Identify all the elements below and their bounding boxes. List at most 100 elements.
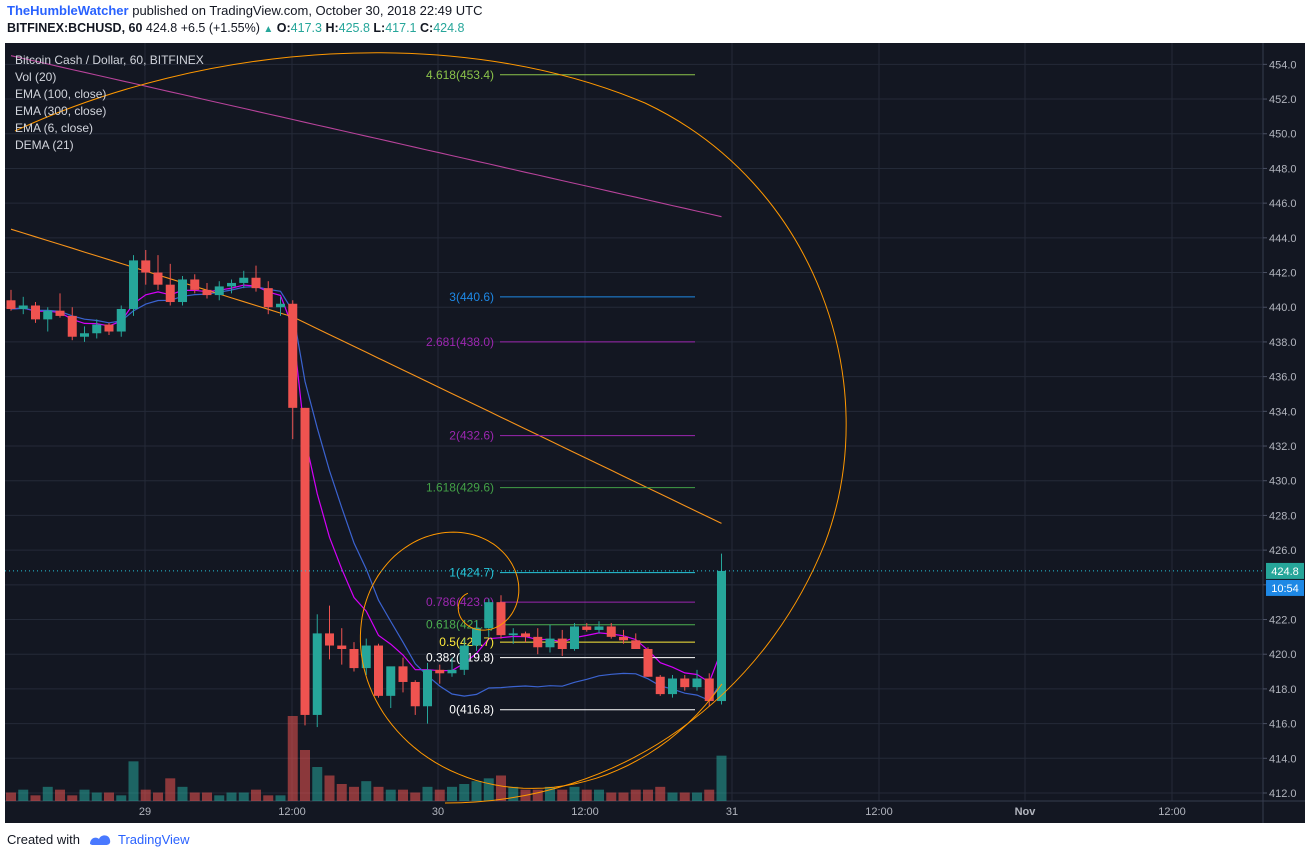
price-tick-label: 428.0 [1269, 510, 1297, 522]
volume-bar [30, 795, 41, 801]
ema6-line [10, 284, 723, 683]
created-with-label: Created with [7, 832, 80, 847]
volume-bar [422, 786, 433, 801]
last-price-marker: 424.8 10:54 [5, 562, 1304, 596]
volume-bar [618, 792, 629, 801]
chart-area[interactable]: 454.0 452.0 450.0 448.0 446.0 444.0 442.0 440.0… [5, 43, 1305, 823]
candle-body-up [312, 633, 322, 715]
volume-bar [459, 784, 470, 801]
price-tick-label: 416.0 [1269, 719, 1297, 731]
volume-bar [263, 795, 274, 801]
volume-bar [496, 775, 506, 801]
fibonacci-levels[interactable]: 0(416.8)0.382(419.8)0.5(420.7)0.618(421.… [426, 68, 695, 717]
fibonacci-spiral[interactable] [14, 52, 847, 804]
candle-body-up [447, 669, 457, 674]
candle-body-down [153, 272, 163, 285]
volume-bar [165, 778, 176, 801]
candle-body-down [704, 678, 714, 702]
volume-bar [545, 786, 555, 801]
fib-level-label: 1.618(429.6) [426, 481, 494, 495]
publish-info: published on TradingView.com, October 30… [132, 3, 483, 18]
dema-line [10, 285, 722, 702]
candle-body-down [410, 681, 420, 707]
price-tick-label: 414.0 [1269, 753, 1297, 765]
fib-level-label: 0.786(423.0) [426, 595, 494, 609]
candle-body-down [533, 636, 543, 648]
candle-body-up [178, 279, 187, 303]
volume-bar [140, 789, 151, 801]
volume-bar [67, 795, 78, 801]
price-tick-label: 418.0 [1269, 684, 1297, 696]
candle-body-down [104, 324, 114, 332]
volume-bar [447, 786, 457, 801]
price-tick-label: 442.0 [1269, 268, 1297, 280]
price-tick-label: 454.0 [1269, 59, 1297, 71]
candle-body-up [18, 305, 28, 309]
volume-bar [569, 786, 580, 801]
author-name[interactable]: TheHumbleWatcher [7, 3, 129, 18]
volume-bar [104, 792, 114, 801]
volume-bar [42, 786, 53, 801]
candle-body-down [619, 636, 628, 641]
tradingview-logo-icon [88, 832, 112, 849]
volume-bar [679, 792, 690, 801]
price-tick-label: 438.0 [1269, 337, 1297, 349]
time-tick-label: 12:00 [278, 806, 306, 818]
volume-bar [434, 789, 445, 801]
candle-body-down [374, 645, 383, 696]
high-label: H: [325, 21, 339, 35]
volume-bar [287, 716, 298, 801]
volume-bar [202, 792, 212, 801]
volume-bar [226, 792, 237, 801]
legend-entry: DEMA (21) [15, 138, 74, 152]
candle-body-down [349, 649, 359, 669]
high-value: 425.8 [338, 21, 370, 35]
time-tick-label: 12:00 [1158, 806, 1186, 818]
candle-body-down [435, 669, 445, 674]
countdown-badge-text: 10:54 [1271, 583, 1299, 595]
candle-body-up [239, 277, 249, 283]
footer: Created with TradingView [7, 832, 190, 849]
close-label: C: [419, 21, 434, 35]
countdown-badge [1266, 579, 1304, 596]
chart-legend: Bitcoin Cash / Dollar, 60, BITFINEX Vol (… [15, 53, 204, 152]
low-label: L: [373, 21, 386, 35]
candle-body-down [337, 645, 347, 650]
price-chart[interactable]: 454.0 452.0 450.0 448.0 446.0 444.0 442.0 440.0… [5, 43, 1305, 823]
price-tick-label: 426.0 [1269, 545, 1297, 557]
price-tick-label: 412.0 [1269, 788, 1297, 800]
candle-body-down [557, 638, 567, 650]
time-tick-label: 12:00 [865, 806, 893, 818]
price-tick-label: 446.0 [1269, 198, 1297, 210]
volume-bar [471, 781, 482, 801]
time-tick-label: 30 [432, 806, 444, 818]
candle-body-up [570, 626, 579, 650]
volume-bar [508, 786, 519, 801]
candle-body-up [214, 286, 224, 296]
candle-body-up [594, 626, 604, 630]
low-value: 417.1 [385, 21, 417, 35]
volume-bar [324, 775, 335, 801]
volume-bar [153, 792, 163, 801]
price-axis[interactable] [1263, 43, 1305, 823]
candle-body-down [6, 300, 16, 309]
price-tick-label: 422.0 [1269, 615, 1297, 627]
publish-line: TheHumbleWatcher published on TradingVie… [7, 3, 482, 18]
candle-body-up [386, 666, 396, 696]
tradingview-brand[interactable]: TradingView [117, 832, 190, 847]
time-tick-label: 12:00 [571, 806, 599, 818]
candle-body-down [251, 277, 261, 289]
price-tick-label: 434.0 [1269, 406, 1297, 418]
volume-bar [189, 792, 200, 801]
symbol-label: BITFINEX:BCHUSD, 60 [7, 21, 143, 35]
ema300-line [10, 55, 722, 218]
candle-body-up [129, 260, 138, 309]
fib-level-label: 0(416.8) [449, 703, 494, 717]
legend-entry: Bitcoin Cash / Dollar, 60, BITFINEX [15, 53, 204, 67]
volume-bar [581, 789, 592, 801]
volume-bar [704, 789, 715, 801]
candle-body-down [288, 303, 298, 408]
candle-body-down [300, 407, 310, 715]
candle-body-up [116, 308, 126, 332]
candle-body-down [631, 640, 641, 650]
